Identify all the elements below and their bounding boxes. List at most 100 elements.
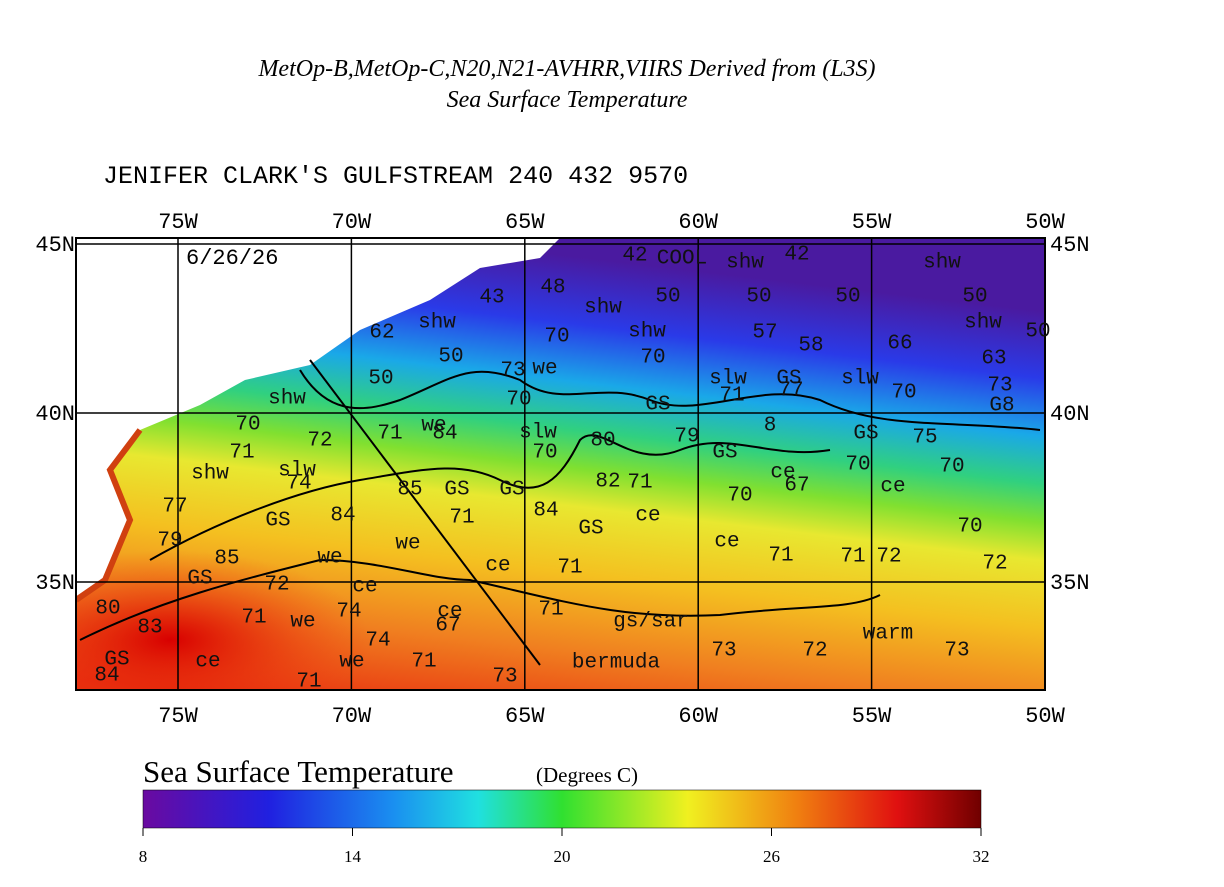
map-annotation: bermuda <box>572 652 660 675</box>
map-annotation: 85 <box>214 548 239 571</box>
colorbar <box>142 789 982 829</box>
map-annotation: 83 <box>137 617 162 640</box>
map-annotation: 62 <box>369 322 394 345</box>
longitude-label-top: 75W <box>158 210 198 235</box>
map-annotation: 73 <box>711 640 736 663</box>
map-annotation: we <box>421 415 446 438</box>
map-annotation: 42 <box>622 245 647 268</box>
map-annotation: 70 <box>957 516 982 539</box>
map-annotation: 63 <box>981 348 1006 371</box>
map-annotation: GS <box>499 479 524 502</box>
map-annotation: 70 <box>727 485 752 508</box>
map-annotation: 70 <box>891 382 916 405</box>
map-annotation: shw <box>584 297 622 320</box>
colorbar-tick-label: 32 <box>973 847 990 866</box>
map-annotation: slw <box>841 368 879 391</box>
map-annotation: 72 <box>307 430 332 453</box>
map-annotation: 71 <box>538 599 563 622</box>
map-annotation: 70 <box>939 456 964 479</box>
longitude-label-bottom: 65W <box>505 704 545 729</box>
map-annotation: 84 <box>94 665 119 688</box>
map-annotation: 74 <box>286 473 311 496</box>
map-annotation: slw <box>278 460 316 483</box>
colorbar-tick-label: 8 <box>139 847 148 866</box>
map-annotation: warm <box>863 623 913 646</box>
map-annotation: 71 <box>449 507 474 530</box>
colorbar-tick-label: 26 <box>763 847 780 866</box>
title-line-2: Sea Surface Temperature <box>447 87 688 113</box>
latitude-label-left: 40N <box>35 402 75 427</box>
map-annotation: 71 <box>840 546 865 569</box>
map-annotation: 84 <box>432 423 457 446</box>
map-annotation: 43 <box>479 287 504 310</box>
map-annotation: 48 <box>540 277 565 300</box>
map-annotation: 82 <box>595 471 620 494</box>
map-annotation: GS <box>187 568 212 591</box>
map-annotation: ce <box>714 531 739 554</box>
map-annotation: 71 <box>627 472 652 495</box>
map-annotation: 50 <box>438 346 463 369</box>
map-annotation: 71 <box>719 385 744 408</box>
map-annotation: 79 <box>674 426 699 449</box>
map-annotation: 71 <box>411 651 436 674</box>
map-annotation: ce <box>195 651 220 674</box>
map-annotation: GS <box>265 510 290 533</box>
map-annotation: slw <box>709 368 747 391</box>
longitude-label-bottom: 60W <box>678 704 718 729</box>
map-annotation: 79 <box>157 530 182 553</box>
map-annotation: 71 <box>377 423 402 446</box>
map-date: 6/26/26 <box>186 246 278 271</box>
map-annotation: shw <box>964 312 1002 335</box>
longitude-label-bottom: 50W <box>1025 704 1065 729</box>
map-annotation: 80 <box>590 430 615 453</box>
map-annotation: shw <box>268 388 306 411</box>
map-annotation: 71 <box>296 671 321 694</box>
map-annotation: 70 <box>506 389 531 412</box>
map-annotation: ce <box>770 462 795 485</box>
longitude-label-top: 50W <box>1025 210 1065 235</box>
map-annotation: shw <box>628 321 666 344</box>
map-annotation: 57 <box>752 322 777 345</box>
map-annotation: we <box>290 611 315 634</box>
map-annotation: 73 <box>500 360 525 383</box>
map-annotation: 84 <box>330 505 355 528</box>
map-annotation: 85 <box>397 479 422 502</box>
latitude-label-right: 45N <box>1050 233 1090 258</box>
map-annotation: GS <box>578 518 603 541</box>
map-annotation: ce <box>437 601 462 624</box>
map-annotation: 50 <box>746 286 771 309</box>
map-annotation: 70 <box>845 454 870 477</box>
map-annotation: 66 <box>887 333 912 356</box>
latitude-label-right: 35N <box>1050 571 1090 596</box>
map-annotation: ce <box>485 555 510 578</box>
map-annotation: ce <box>880 476 905 499</box>
map-annotation: 50 <box>655 286 680 309</box>
map-annotation: shw <box>418 312 456 335</box>
map-annotation: 77 <box>162 496 187 519</box>
map-annotation: 73 <box>944 640 969 663</box>
map-annotation: COOL <box>657 248 707 271</box>
map-annotation: 84 <box>533 500 558 523</box>
map-annotation: shw <box>726 252 764 275</box>
colorbar-tick-label: 14 <box>344 847 362 866</box>
map-annotation: shw <box>923 252 961 275</box>
map-annotation: 67 <box>435 615 460 638</box>
map-annotation: 72 <box>876 546 901 569</box>
map-annotation: gs/sar <box>613 611 689 634</box>
map-annotation: 50 <box>835 286 860 309</box>
map-annotation: 72 <box>802 640 827 663</box>
map-annotation: 50 <box>1025 321 1050 344</box>
longitude-label-bottom: 75W <box>158 704 198 729</box>
map-annotation: GS <box>104 649 129 672</box>
map-annotation: 74 <box>336 601 361 624</box>
longitude-label-top: 60W <box>678 210 718 235</box>
map-annotation: 70 <box>544 326 569 349</box>
map-annotation: 70 <box>235 414 260 437</box>
map-annotation: GS <box>712 442 737 465</box>
map-annotation: 67 <box>784 475 809 498</box>
header: JENIFER CLARK'S GULFSTREAM 240 432 9570 <box>103 162 688 191</box>
map-annotation: GS <box>444 479 469 502</box>
map-annotation: 71 <box>229 442 254 465</box>
colorbar-title: Sea Surface Temperature <box>143 754 454 789</box>
map-annotation: 71 <box>557 557 582 580</box>
